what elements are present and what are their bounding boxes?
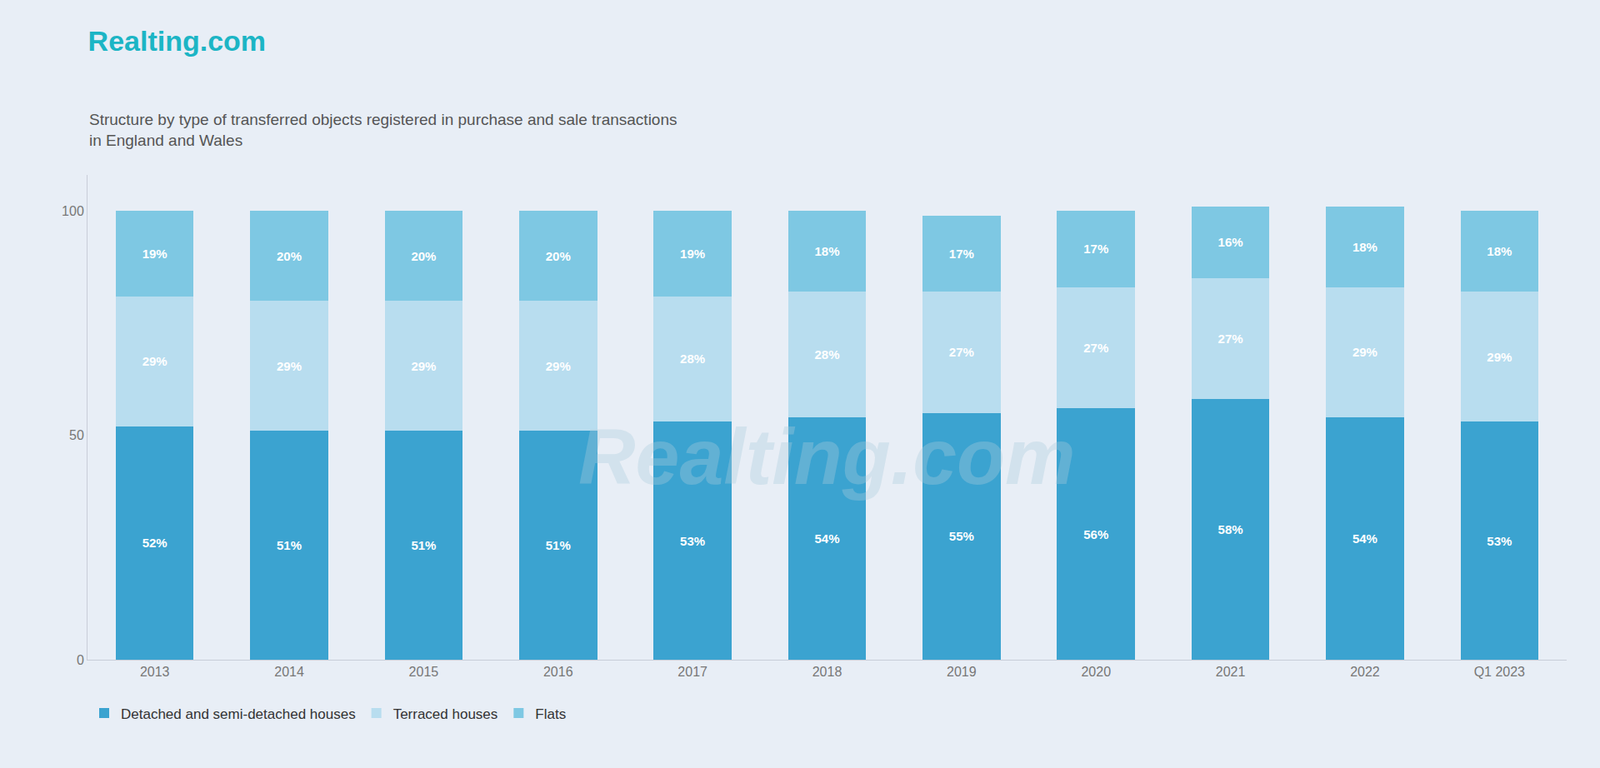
svg-text:17%: 17% [1083,241,1109,256]
svg-text:Terraced houses: Terraced houses [393,706,499,723]
svg-text:Flats: Flats [535,706,566,723]
svg-text:52%: 52% [142,535,168,550]
svg-text:56%: 56% [1083,527,1109,542]
svg-text:28%: 28% [814,347,840,362]
svg-text:Realting.com: Realting.com [578,412,1076,501]
svg-text:53%: 53% [1486,534,1512,549]
svg-text:51%: 51% [545,538,571,553]
svg-text:18%: 18% [1352,240,1378,255]
svg-text:29%: 29% [142,354,168,369]
svg-text:27%: 27% [1083,340,1109,355]
svg-text:2013: 2013 [140,665,170,680]
svg-text:51%: 51% [276,538,302,553]
svg-text:54%: 54% [1352,531,1378,546]
svg-text:Realting.com: Realting.com [88,25,266,57]
svg-text:19%: 19% [142,246,168,261]
svg-text:16%: 16% [1218,235,1244,250]
svg-text:28%: 28% [680,351,705,366]
svg-text:2021: 2021 [1215,665,1246,680]
svg-text:Structure by type of transferr: Structure by type of transferred objects… [89,110,678,150]
svg-text:2015: 2015 [409,665,440,680]
svg-text:2017: 2017 [677,665,708,680]
svg-text:29%: 29% [1352,345,1378,360]
svg-text:20%: 20% [276,249,302,264]
svg-text:20%: 20% [545,249,571,264]
svg-text:17%: 17% [949,246,975,261]
svg-text:20%: 20% [410,249,436,264]
svg-text:29%: 29% [545,359,571,374]
svg-text:27%: 27% [1218,331,1244,346]
svg-text:2019: 2019 [946,665,977,680]
svg-text:19%: 19% [680,246,705,261]
svg-text:55%: 55% [949,529,975,544]
svg-text:27%: 27% [949,345,975,360]
svg-text:29%: 29% [276,359,302,374]
svg-text:100: 100 [61,204,85,219]
svg-text:0: 0 [76,653,85,668]
svg-text:50: 50 [69,428,85,443]
svg-text:Q1 2023: Q1 2023 [1474,665,1525,680]
svg-text:2016: 2016 [543,665,574,680]
svg-text:2022: 2022 [1350,665,1380,680]
svg-text:18%: 18% [1486,244,1512,259]
svg-text:58%: 58% [1218,522,1244,537]
svg-text:2018: 2018 [812,665,843,680]
svg-text:Detached and semi-detached hou: Detached and semi-detached houses [120,706,356,723]
svg-text:53%: 53% [680,534,705,549]
svg-text:51%: 51% [410,538,436,553]
svg-text:29%: 29% [410,359,436,374]
svg-text:2020: 2020 [1080,665,1111,680]
svg-text:2014: 2014 [274,665,305,680]
svg-text:29%: 29% [1486,350,1512,365]
svg-text:54%: 54% [814,531,840,546]
svg-text:18%: 18% [814,244,840,259]
